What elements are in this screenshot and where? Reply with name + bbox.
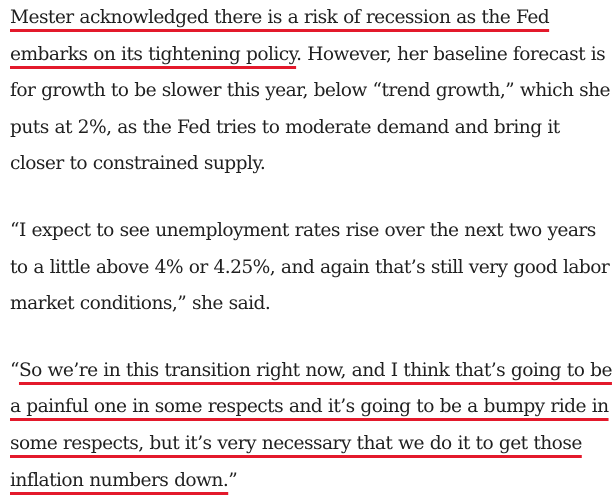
article-body: Mester acknowledged there is a risk of r… [10,0,612,499]
open-quote-mark: “ [10,359,20,381]
highlighted-text-transition-quote: So we’re in this transition right now, a… [10,359,612,491]
paragraph-transition-quote: “So we’re in this transition right now, … [10,353,612,499]
paragraph-recession-risk: Mester acknowledged there is a risk of r… [10,0,612,183]
highlighted-text-recession-risk: Mester acknowledged there is a risk of r… [10,7,550,65]
text-baseline-forecast: . However, her baseline forecast is for … [10,43,611,175]
paragraph-unemployment-quote: “I expect to see unemployment rates rise… [10,213,612,323]
text-unemployment-quote: “I expect to see unemployment rates rise… [10,219,610,315]
close-quote-mark: ” [228,469,238,491]
